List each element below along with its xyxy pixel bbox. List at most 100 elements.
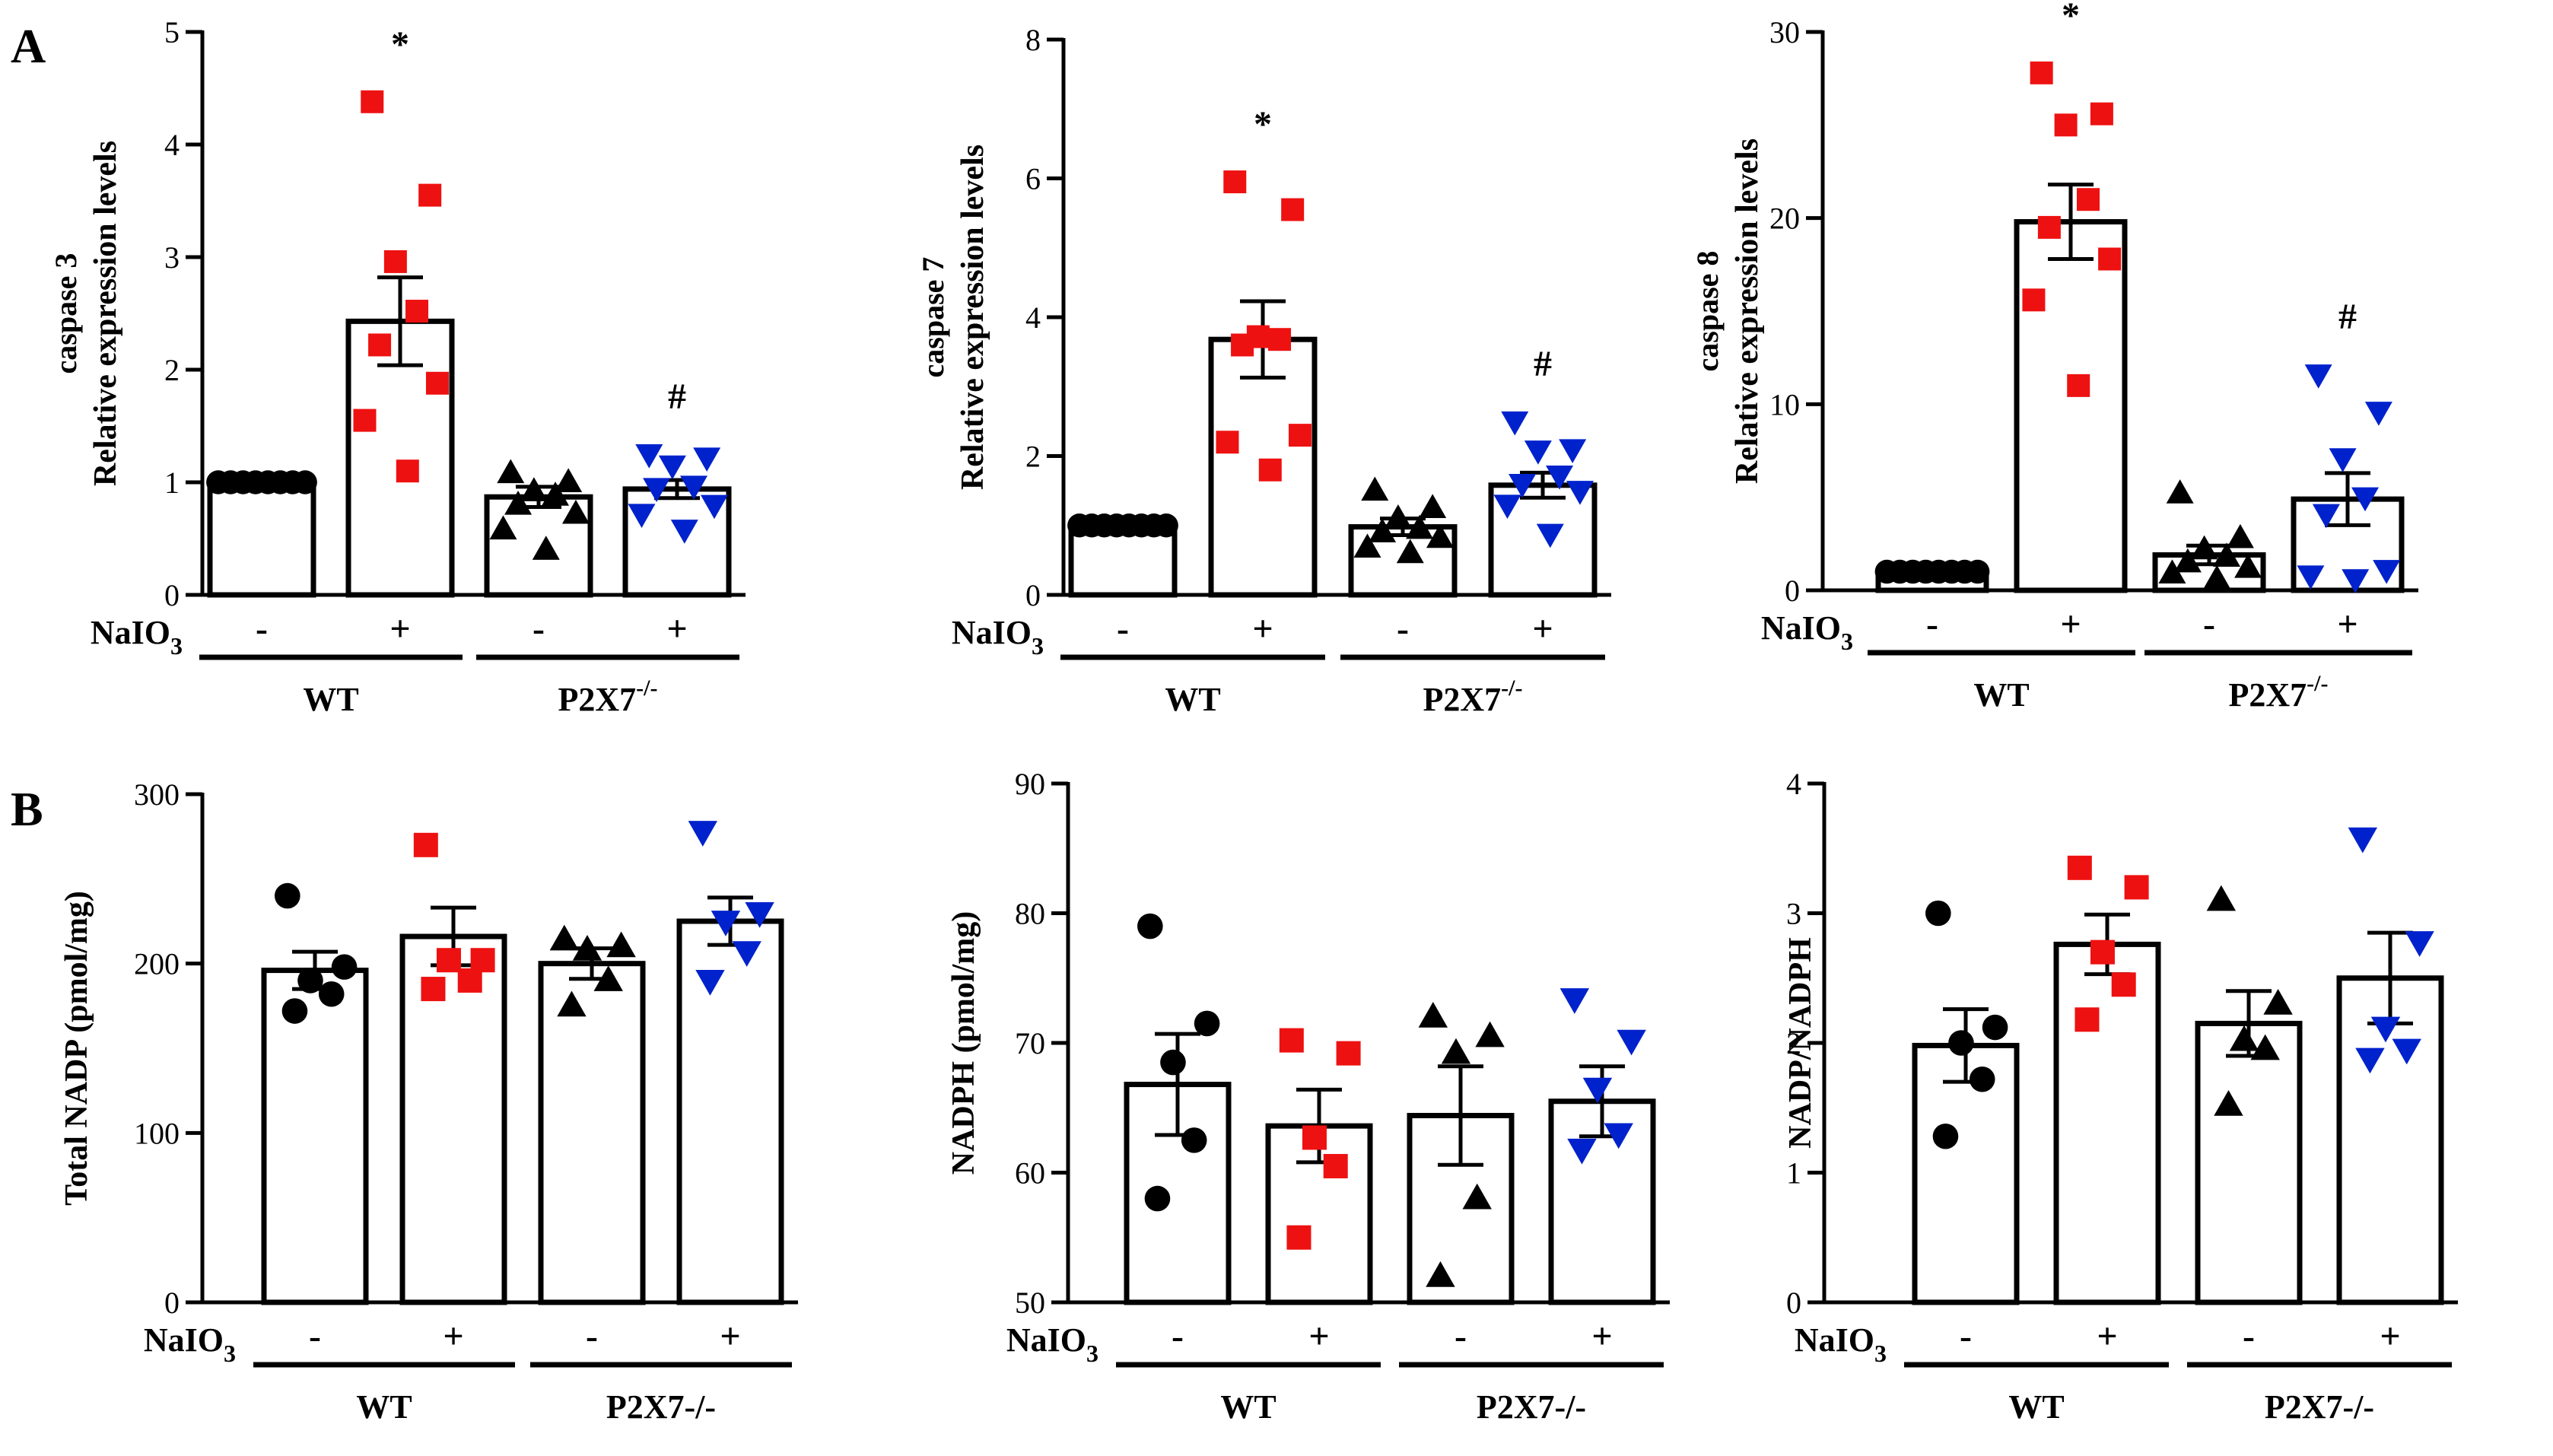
y-tick-label: 80 — [1015, 897, 1045, 931]
y-tick-label: 100 — [134, 1116, 180, 1150]
data-point — [2250, 1034, 2280, 1060]
bar — [1265, 1123, 1373, 1305]
data-point — [1194, 1010, 1220, 1037]
treatment-subscript: 3 — [1032, 632, 1044, 660]
y-tick-label: 70 — [1015, 1026, 1045, 1060]
data-point — [421, 977, 446, 1002]
data-point — [2067, 374, 2090, 397]
data-point — [318, 981, 345, 1007]
x-tick-label: - — [1117, 609, 1129, 649]
bar — [2053, 941, 2161, 1305]
y-axis-label-top: caspase 7 — [916, 257, 950, 378]
x-tick-label: - — [1926, 604, 1938, 644]
data-point — [1982, 1014, 2008, 1041]
x-tick-label: + — [2337, 604, 2357, 644]
significance-marker: # — [2338, 297, 2357, 337]
y-tick-label: 3 — [164, 240, 180, 275]
data-point — [1965, 559, 1990, 584]
x-tick-label: + — [1308, 1316, 1329, 1356]
data-point — [2022, 288, 2046, 312]
data-point — [1566, 481, 1594, 505]
data-point — [1231, 333, 1254, 357]
data-point — [504, 491, 533, 515]
data-point — [413, 832, 438, 857]
significance-marker: * — [1254, 104, 1272, 145]
y-tick-label: 300 — [134, 777, 180, 812]
data-point — [2229, 1025, 2259, 1051]
data-point — [1524, 440, 1552, 465]
y-tick-label: 2 — [1786, 1026, 1801, 1060]
data-point — [1582, 1077, 1613, 1104]
data-point — [293, 470, 317, 494]
data-point — [2037, 215, 2061, 239]
y-tick-label: 20 — [1769, 202, 1800, 236]
y-axis-label-top: caspase 3 — [49, 253, 83, 374]
data-point — [1258, 458, 1282, 482]
data-point — [2234, 554, 2262, 578]
data-point — [1288, 424, 1311, 447]
x-tick-label: + — [389, 609, 410, 649]
y-tick-label: 1 — [1786, 1156, 1801, 1191]
data-point — [2364, 402, 2392, 426]
bar — [1407, 1112, 1515, 1305]
data-point — [1353, 533, 1381, 558]
data-point — [1223, 170, 1247, 194]
x-tick-label: + — [2060, 604, 2081, 644]
data-point — [606, 931, 636, 958]
data-point — [497, 459, 525, 484]
data-point — [1932, 1123, 1959, 1149]
data-point — [1181, 1127, 1207, 1153]
treatment-subscript: 3 — [1086, 1340, 1098, 1367]
group-label: WT — [1973, 676, 2029, 714]
data-point — [2173, 548, 2202, 573]
y-axis-label: NADPH (pmol/mg) — [946, 911, 981, 1175]
y-tick-label: 8 — [1025, 23, 1041, 57]
data-point — [353, 409, 377, 432]
data-point — [361, 90, 384, 113]
data-point — [1475, 1021, 1505, 1047]
data-point — [732, 941, 761, 967]
data-point — [532, 536, 560, 560]
data-point — [2090, 939, 2115, 965]
y-axis-label-top: caspase 8 — [1690, 251, 1725, 372]
data-point — [2329, 448, 2357, 472]
data-point — [700, 494, 728, 520]
data-point — [1559, 439, 1587, 463]
treatment-label: NaIO3 — [144, 1321, 236, 1367]
data-point — [1617, 1029, 1646, 1056]
group-label: P2X7-/- — [2229, 671, 2329, 714]
data-point — [1426, 1261, 1455, 1287]
group-label-superscript: -/- — [1501, 676, 1522, 701]
y-axis-label: Relative expression levels — [88, 141, 123, 486]
significance-marker: * — [2062, 0, 2080, 36]
data-point — [658, 455, 686, 480]
chart-1: 0 1 2 3 4 5 caspase 3 Relative expression level… — [49, 15, 746, 718]
data-point — [1509, 473, 1537, 498]
x-tick-label: + — [2380, 1316, 2400, 1356]
y-tick-label: 5 — [164, 15, 180, 49]
data-point — [2067, 855, 2092, 880]
data-point — [670, 520, 698, 544]
bar — [538, 961, 646, 1305]
group-label: WT — [1165, 681, 1220, 718]
data-point — [1441, 1038, 1471, 1064]
treatment-label: NaIO3 — [1795, 1321, 1887, 1367]
data-point — [418, 183, 442, 207]
data-point — [470, 948, 495, 973]
x-tick-label: + — [443, 1316, 463, 1356]
group-label-superscript: -/- — [2307, 671, 2328, 696]
data-point — [745, 901, 774, 928]
panel-label-b: B — [11, 782, 43, 836]
data-point — [2111, 972, 2136, 997]
y-tick-label: 4 — [1786, 767, 1801, 801]
group-label: P2X7-/- — [606, 1388, 716, 1426]
group-label: WT — [356, 1388, 412, 1426]
data-point — [2124, 875, 2149, 900]
treatment-label: NaIO3 — [952, 614, 1044, 660]
data-point — [1419, 494, 1447, 518]
data-point — [1286, 1225, 1311, 1250]
data-point — [555, 468, 583, 493]
data-point — [711, 911, 741, 936]
data-point — [275, 882, 300, 909]
data-point — [1154, 513, 1178, 538]
